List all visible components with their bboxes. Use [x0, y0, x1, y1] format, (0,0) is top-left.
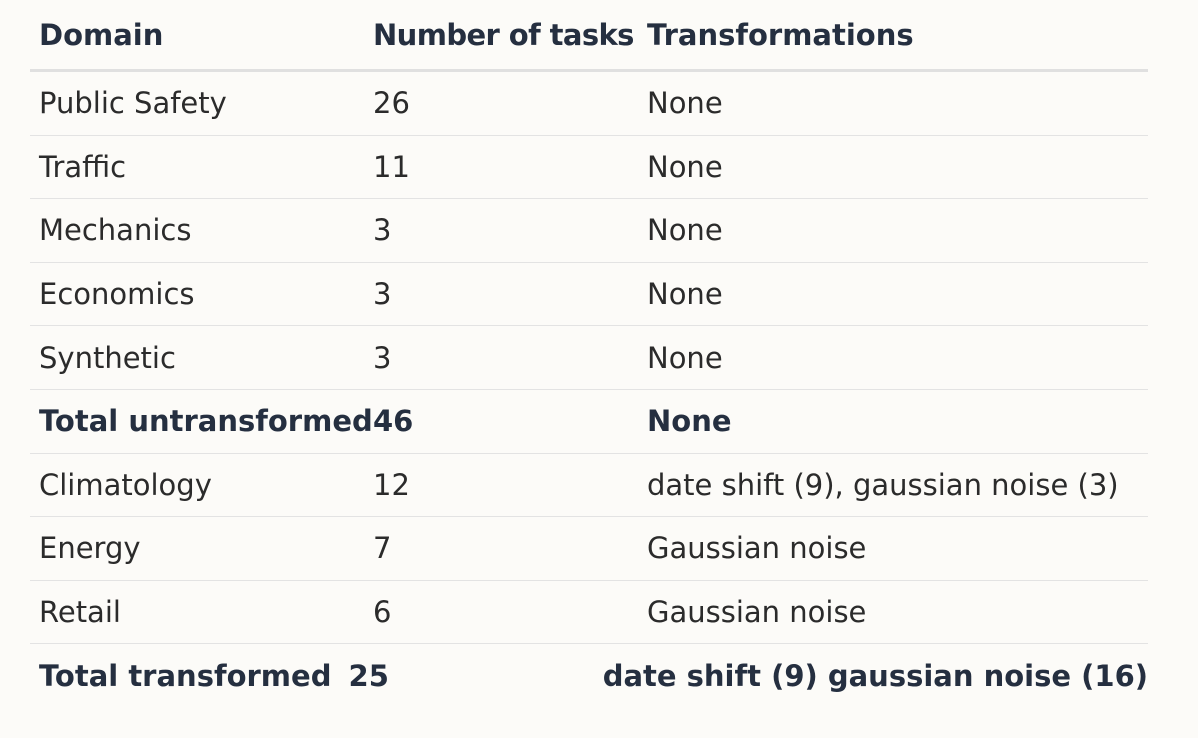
cell-domain: Total transformed: [39, 659, 332, 694]
tasks-table: Domain Number of tasks Transformations P…: [30, 0, 1148, 708]
cell-tasks: 46: [373, 404, 414, 439]
header-domain: Domain: [39, 17, 164, 52]
cell-domain: Energy: [39, 531, 141, 566]
table-row: Synthetic 3 None: [30, 326, 1148, 390]
cell-tasks: 3: [373, 340, 392, 375]
table-row: Climatology 12 date shift (9), gaussian …: [30, 454, 1148, 518]
cell-domain: Total untransformed: [39, 404, 373, 439]
cell-tasks: 7: [373, 531, 392, 566]
header-transformations: Transformations: [647, 17, 914, 52]
table-row: Economics 3 None: [30, 263, 1148, 327]
table-row: Traffic 11 None: [30, 136, 1148, 200]
cell-tasks: 25: [348, 659, 389, 694]
cell-transformations: date shift (9), gaussian noise (3): [647, 467, 1119, 502]
cell-transformations: None: [647, 340, 723, 375]
header-number-of-tasks: Number of tasks: [373, 17, 634, 52]
table-row-total-transformed: Total transformed 25 date shift (9) gaus…: [30, 644, 1148, 708]
cell-domain: Traffic: [39, 149, 127, 184]
cell-transformations: None: [647, 404, 732, 439]
table-row-total-untransformed: Total untransformed 46 None: [30, 390, 1148, 454]
cell-transformations: Gaussian noise: [647, 595, 867, 630]
cell-tasks: 3: [373, 213, 392, 248]
cell-domain: Climatology: [39, 467, 212, 502]
cell-transformations: None: [647, 86, 723, 121]
cell-domain: Synthetic: [39, 340, 176, 375]
cell-tasks: 12: [373, 467, 410, 502]
cell-tasks: 6: [373, 595, 392, 630]
cell-domain: Mechanics: [39, 213, 192, 248]
cell-domain: Economics: [39, 277, 195, 312]
cell-tasks: 11: [373, 149, 410, 184]
cell-transformations: None: [647, 213, 723, 248]
cell-transformations: None: [647, 149, 723, 184]
cell-domain: Retail: [39, 595, 121, 630]
cell-domain: Public Safety: [39, 86, 227, 121]
table-header: Domain Number of tasks Transformations: [30, 0, 1148, 72]
cell-tasks: 3: [373, 277, 392, 312]
cell-transformations: Gaussian noise: [647, 531, 867, 566]
cell-tasks: 26: [373, 86, 410, 121]
table-row: Public Safety 26 None: [30, 72, 1148, 136]
cell-transformations: None: [647, 277, 723, 312]
table-row: Mechanics 3 None: [30, 199, 1148, 263]
cell-transformations: date shift (9) gaussian noise (16): [602, 659, 1148, 694]
table-row: Retail 6 Gaussian noise: [30, 581, 1148, 645]
table-row: Energy 7 Gaussian noise: [30, 517, 1148, 581]
